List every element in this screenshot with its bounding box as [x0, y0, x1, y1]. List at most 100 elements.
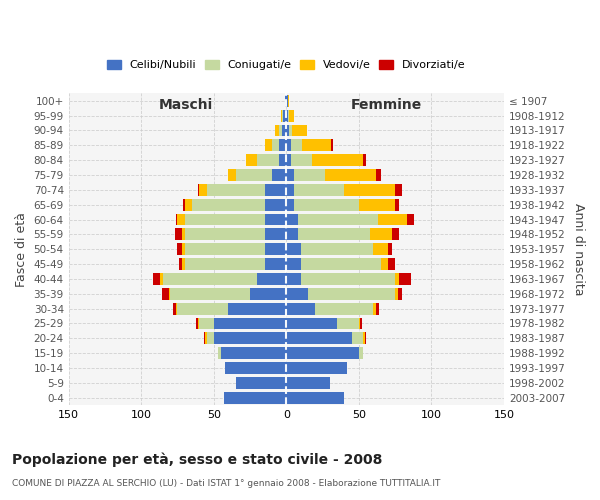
Bar: [395, 273, 400, 285]
Bar: [153, 273, 160, 285]
Bar: [182, 244, 185, 255]
Bar: [265, 258, 286, 270]
Bar: [286, 392, 344, 404]
Bar: [376, 302, 379, 314]
Bar: [250, 288, 286, 300]
Bar: [388, 244, 392, 255]
Bar: [265, 140, 272, 151]
Y-axis label: Anni di nascita: Anni di nascita: [572, 203, 585, 296]
Bar: [352, 332, 363, 344]
Bar: [286, 288, 308, 300]
Bar: [302, 140, 331, 151]
Bar: [289, 124, 292, 136]
Bar: [331, 140, 333, 151]
Bar: [286, 332, 352, 344]
Bar: [286, 184, 293, 196]
Bar: [308, 288, 395, 300]
Bar: [325, 169, 376, 181]
Bar: [178, 214, 185, 226]
Bar: [301, 273, 395, 285]
Bar: [236, 169, 272, 181]
Bar: [265, 184, 286, 196]
Bar: [286, 199, 293, 210]
Bar: [170, 288, 250, 300]
Bar: [163, 273, 257, 285]
Bar: [373, 302, 376, 314]
Bar: [279, 140, 286, 151]
Bar: [365, 332, 366, 344]
Bar: [282, 110, 283, 122]
Bar: [286, 318, 337, 330]
Bar: [214, 318, 286, 330]
Bar: [376, 169, 380, 181]
Text: Femmine: Femmine: [351, 98, 422, 112]
Bar: [290, 140, 302, 151]
Bar: [292, 124, 307, 136]
Bar: [282, 124, 286, 136]
Bar: [286, 258, 301, 270]
Bar: [221, 347, 286, 359]
Bar: [228, 169, 236, 181]
Bar: [185, 258, 265, 270]
Bar: [257, 154, 279, 166]
Bar: [293, 184, 344, 196]
Bar: [185, 244, 265, 255]
Bar: [313, 154, 363, 166]
Bar: [301, 258, 380, 270]
Bar: [173, 302, 176, 314]
Bar: [176, 214, 178, 226]
Bar: [179, 258, 182, 270]
Bar: [196, 318, 198, 330]
Bar: [283, 110, 286, 122]
Bar: [175, 228, 182, 240]
Bar: [298, 228, 370, 240]
Bar: [178, 244, 182, 255]
Bar: [316, 302, 373, 314]
Bar: [214, 332, 286, 344]
Bar: [290, 154, 313, 166]
Bar: [228, 302, 286, 314]
Bar: [388, 258, 395, 270]
Bar: [160, 273, 163, 285]
Bar: [279, 124, 282, 136]
Bar: [359, 318, 361, 330]
Bar: [183, 199, 185, 210]
Bar: [400, 273, 411, 285]
Bar: [178, 302, 228, 314]
Bar: [198, 184, 199, 196]
Bar: [373, 244, 388, 255]
Bar: [265, 199, 286, 210]
Bar: [286, 110, 288, 122]
Bar: [265, 244, 286, 255]
Bar: [199, 318, 214, 330]
Bar: [407, 214, 414, 226]
Bar: [192, 199, 265, 210]
Bar: [286, 214, 298, 226]
Bar: [363, 332, 365, 344]
Bar: [206, 332, 214, 344]
Bar: [395, 184, 403, 196]
Bar: [198, 318, 199, 330]
Text: Maschi: Maschi: [159, 98, 214, 112]
Bar: [288, 95, 289, 106]
Bar: [286, 302, 316, 314]
Bar: [286, 377, 330, 389]
Bar: [378, 214, 407, 226]
Bar: [206, 184, 265, 196]
Bar: [289, 110, 293, 122]
Bar: [359, 199, 395, 210]
Bar: [286, 169, 293, 181]
Bar: [185, 199, 192, 210]
Bar: [363, 154, 366, 166]
Y-axis label: Fasce di età: Fasce di età: [15, 212, 28, 286]
Bar: [224, 392, 286, 404]
Bar: [286, 347, 359, 359]
Bar: [370, 228, 392, 240]
Bar: [226, 362, 286, 374]
Bar: [203, 332, 205, 344]
Bar: [236, 377, 286, 389]
Bar: [199, 184, 206, 196]
Bar: [185, 214, 265, 226]
Bar: [161, 288, 169, 300]
Bar: [286, 228, 298, 240]
